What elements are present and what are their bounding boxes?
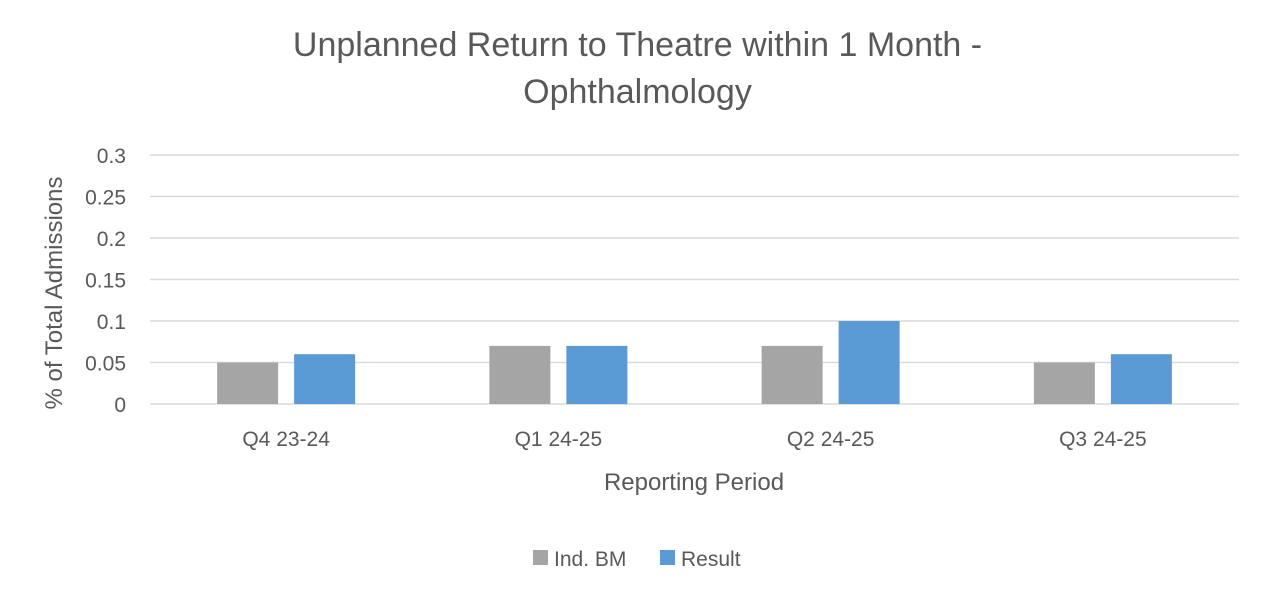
bar-ind-bm-q1-24-25 bbox=[489, 345, 551, 404]
y-axis-title: % of Total Admissions bbox=[41, 176, 68, 409]
bar-result-q4-23-24 bbox=[294, 354, 356, 404]
y-tick-label: 0.15 bbox=[85, 270, 126, 293]
chart-title-line-2: Ophthalmology bbox=[523, 73, 752, 111]
bar-ind-bm-q2-24-25 bbox=[761, 345, 823, 404]
y-tick-label: 0.25 bbox=[85, 187, 126, 210]
chart-title: Unplanned Return to Theatre within 1 Mon… bbox=[0, 22, 1268, 116]
x-axis-tick-labels: Q4 23-24 Q1 24-25 Q2 24-25 Q3 24-25 bbox=[242, 428, 1146, 451]
bars bbox=[217, 321, 1172, 404]
legend-label: Result bbox=[681, 548, 741, 571]
bar-ind-bm-q4-23-24 bbox=[217, 362, 279, 404]
y-tick-label: 0.05 bbox=[85, 353, 126, 376]
legend: Ind. BM Result bbox=[533, 548, 741, 571]
x-axis-title: Reporting Period bbox=[604, 469, 784, 496]
legend-swatch-ind-bm bbox=[533, 550, 548, 565]
x-tick-label: Q2 24-25 bbox=[787, 428, 875, 451]
bar-ind-bm-q3-24-25 bbox=[1033, 362, 1095, 404]
x-tick-label: Q4 23-24 bbox=[242, 428, 330, 451]
y-axis-tick-labels: 0 0.05 0.1 0.15 0.2 0.25 0.3 bbox=[85, 145, 126, 417]
bar-result-q3-24-25 bbox=[1110, 354, 1172, 404]
legend-swatch-result bbox=[660, 550, 675, 565]
y-tick-label: 0.3 bbox=[97, 145, 126, 168]
bar-result-q2-24-25 bbox=[838, 321, 900, 404]
chart-title-line-1: Unplanned Return to Theatre within 1 Mon… bbox=[292, 26, 983, 64]
legend-label: Ind. BM bbox=[554, 548, 626, 571]
x-tick-label: Q1 24-25 bbox=[515, 428, 603, 451]
y-tick-label: 0 bbox=[114, 394, 126, 417]
bar-result-q1-24-25 bbox=[566, 345, 628, 404]
y-tick-label: 0.2 bbox=[97, 228, 126, 251]
x-tick-label: Q3 24-25 bbox=[1059, 428, 1147, 451]
y-tick-label: 0.1 bbox=[97, 311, 126, 334]
